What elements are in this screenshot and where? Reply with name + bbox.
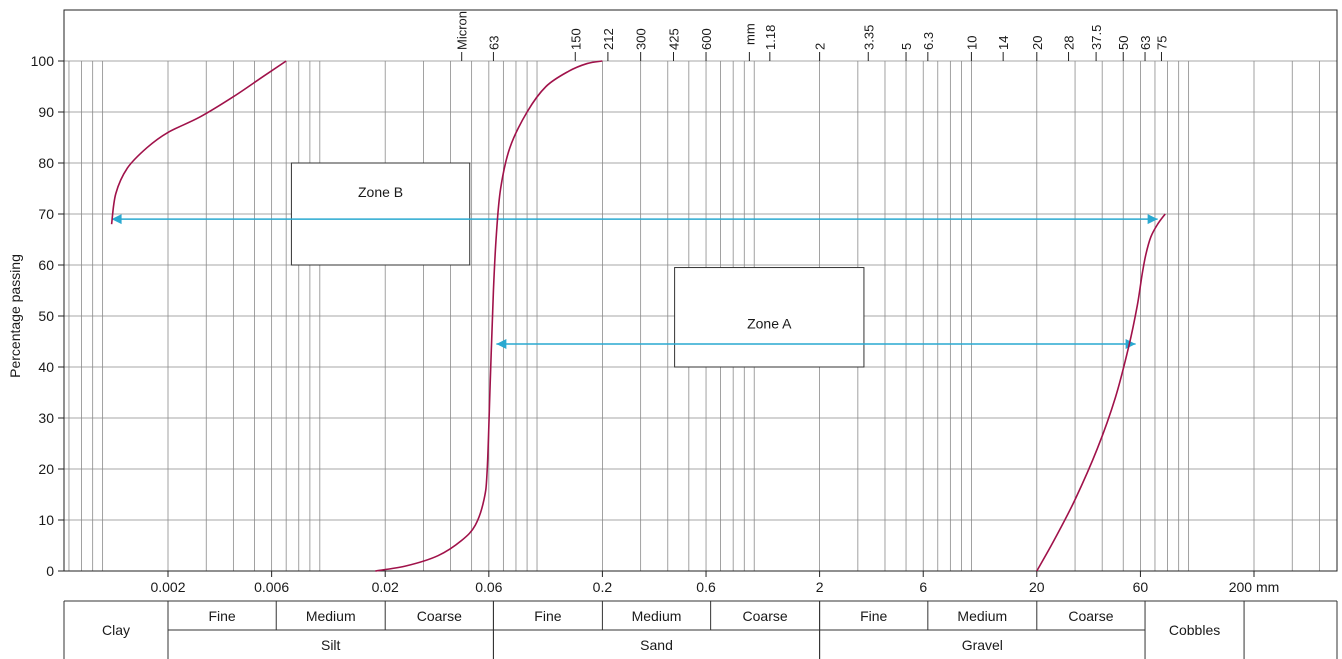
sieve-label: 3.35	[861, 25, 876, 50]
classification-table: Fine Medium Coarse Fine Medium Coarse Fine Medi…	[63, 600, 1338, 659]
table-subclass-label: Coarse	[1068, 608, 1113, 624]
x-tick-label: 60	[1133, 579, 1149, 595]
y-tick-label: 10	[38, 512, 54, 528]
sieve-label: 212	[601, 28, 616, 50]
grid	[64, 60, 1337, 572]
x-tick-label: 200 mm	[1229, 579, 1280, 595]
sieve-label: 20	[1030, 36, 1045, 50]
table-subclass-label: Fine	[208, 608, 235, 624]
y-tick-label: 50	[38, 308, 54, 324]
arrows	[111, 214, 1158, 350]
grading-curve	[1036, 213, 1166, 572]
arrowhead-left	[111, 214, 122, 225]
sieve-label: mm	[742, 23, 757, 45]
x-tick-label: 0.2	[593, 579, 613, 595]
x-tick-label: 0.6	[696, 579, 716, 595]
y-tick-label: 90	[38, 104, 54, 120]
zone-label: Zone B	[358, 184, 403, 200]
sieve-label: 28	[1062, 36, 1077, 50]
y-tick-label: 70	[38, 206, 54, 222]
grading-curve	[375, 60, 603, 572]
plot-frame	[63, 9, 1338, 572]
x-tick-label: 20	[1029, 579, 1045, 595]
sieve-label: 150	[568, 28, 583, 50]
curves	[110, 60, 1166, 572]
sieve-label: 2	[813, 43, 828, 50]
y-tick-label: 60	[38, 257, 54, 273]
x-tick-label: 0.06	[475, 579, 502, 595]
x-tick-label: 6	[919, 579, 927, 595]
table-class-label: Cobbles	[1169, 622, 1220, 638]
arrowhead-left	[496, 339, 507, 350]
y-tick-label: 20	[38, 461, 54, 477]
x-tick-label: 2	[816, 579, 824, 595]
sieve-label: 50	[1116, 36, 1131, 50]
sieve-label: 10	[964, 36, 979, 50]
table-subclass-label: Fine	[860, 608, 887, 624]
table-subclass-label: Medium	[957, 608, 1007, 624]
sieve-label: 600	[699, 28, 714, 50]
zone-box	[290, 162, 471, 266]
y-tick-label: 40	[38, 359, 54, 375]
y-tick-label: 100	[31, 53, 55, 69]
sieve-label: 37.5	[1089, 25, 1104, 50]
table-subclass-label: Coarse	[417, 608, 462, 624]
y-tick-label: 80	[38, 155, 54, 171]
sieve-label: 5	[899, 43, 914, 50]
y-tick-label: 30	[38, 410, 54, 426]
zone-annotations: Zone B Zone A	[290, 162, 865, 368]
table-class-label: Gravel	[962, 637, 1003, 653]
sieve-label: Micron	[455, 11, 470, 50]
x-tick-label: 0.006	[254, 579, 289, 595]
sieve-label: 63	[486, 36, 501, 50]
zone-label: Zone A	[747, 316, 792, 332]
table-subclass-label: Fine	[534, 608, 561, 624]
table-class-label: Silt	[321, 637, 341, 653]
sieve-label: 300	[634, 28, 649, 50]
table-class-label: Clay	[102, 622, 130, 638]
table-subclass-label: Medium	[306, 608, 356, 624]
sieve-label: 63	[1138, 36, 1153, 50]
table-subclass-label: Medium	[632, 608, 682, 624]
axes: 0 10 20 30 40 50 60 70 80 90 100 0.002 0.006 0.02 0.06…	[31, 11, 1280, 595]
sieve-label: 6.3	[921, 32, 936, 50]
arrowhead-right	[1147, 214, 1158, 225]
table-subclass-label: Coarse	[743, 608, 788, 624]
x-tick-label: 0.02	[372, 579, 399, 595]
y-tick-label: 0	[46, 563, 54, 579]
sieve-label: 14	[996, 36, 1011, 50]
plot-border	[63, 9, 1338, 572]
zone-box	[674, 267, 865, 368]
sieve-label: 425	[667, 28, 682, 50]
sieve-label: 1.18	[763, 25, 778, 50]
sieve-label: 75	[1154, 36, 1169, 50]
y-axis-label: Percentage passing	[7, 254, 23, 378]
table-class-label: Sand	[640, 637, 673, 653]
grading-curve	[110, 60, 287, 225]
x-tick-label: 0.002	[150, 579, 185, 595]
